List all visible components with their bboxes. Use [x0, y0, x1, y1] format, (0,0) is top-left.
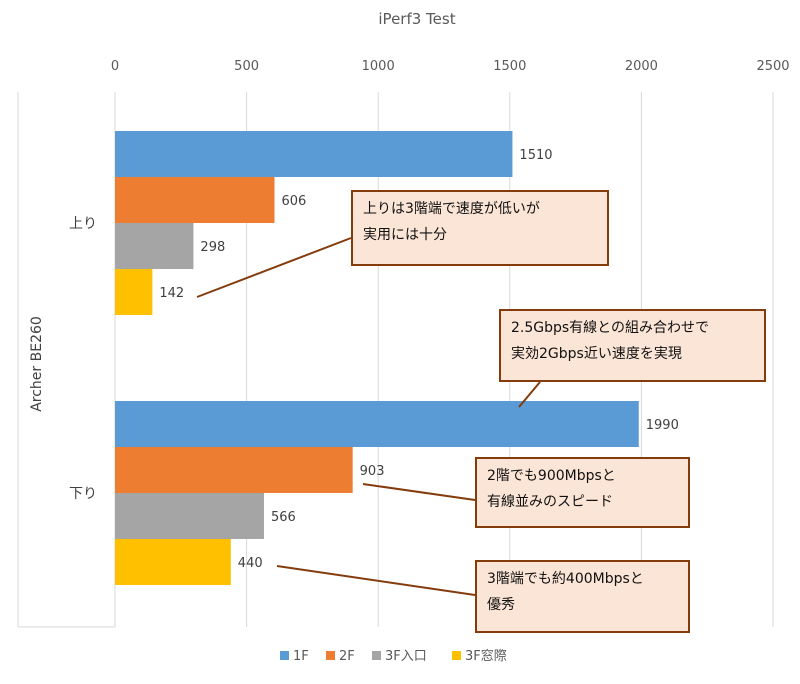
callout-leader-line [276, 565, 476, 596]
legend-label: 3F窓際 [465, 648, 507, 664]
data-label: 1510 [519, 148, 552, 163]
callout-text-line: 2階でも900Mbpsと [487, 468, 616, 484]
bar [115, 131, 513, 177]
leaders-layer [196, 237, 541, 596]
legend-label: 1F [293, 649, 309, 664]
legend-swatch [280, 651, 289, 660]
bar [115, 539, 231, 585]
data-label: 1990 [646, 418, 679, 433]
data-label: 298 [200, 240, 225, 255]
data-label: 606 [281, 194, 306, 209]
bar [115, 177, 275, 223]
legend-swatch [452, 651, 461, 660]
callout-text-line: 優秀 [487, 597, 515, 613]
callout-box: 上りは3階端で速度が低いが 実用には十分 [351, 190, 609, 266]
data-label: 566 [271, 510, 296, 525]
callout-leader-line [362, 483, 476, 501]
callout-text-line: 上りは3階端で速度が低いが [363, 201, 540, 217]
legend-swatch [326, 651, 335, 660]
callout-text-line: 2.5Gbps有線との組み合わせで [511, 320, 710, 336]
data-label: 142 [159, 286, 184, 301]
bars-layer: 上り 1510 606 298 142 下り 1990 903 566 440 [69, 131, 679, 585]
bar [115, 223, 194, 269]
callout-box: 2階でも900Mbpsと 有線並みのスピード [475, 457, 690, 528]
x-tick-label: 0 [111, 59, 119, 74]
callout-text-line: 有線並みのスピード [487, 494, 613, 510]
callout-text-line: 3階端でも約400Mbpsと [487, 571, 644, 587]
callout-leader-line [518, 381, 541, 408]
x-tick-label: 1000 [362, 59, 395, 74]
category-label: 上り [69, 216, 97, 232]
data-label: 440 [238, 556, 263, 571]
callout-leader-line [196, 237, 352, 298]
bar [115, 401, 639, 447]
legend-label: 3F入口 [385, 649, 427, 664]
legend-swatch [372, 651, 381, 660]
callout-box: 2.5Gbps有線との組み合わせで 実効2Gbps近い速度を実現 [499, 309, 766, 382]
callout-text-line: 実用には十分 [363, 227, 447, 243]
bar [115, 493, 264, 539]
callout-box: 3階端でも約400Mbpsと 優秀 [475, 560, 690, 633]
callout-text-line: 実効2Gbps近い速度を実現 [511, 346, 682, 362]
x-tick-label: 1500 [493, 59, 526, 74]
bar [115, 269, 153, 315]
legend-label: 2F [339, 649, 355, 664]
x-tick-label: 500 [234, 59, 259, 74]
chart-title: iPerf3 Test [378, 10, 455, 28]
bar [115, 447, 353, 493]
data-label: 903 [360, 464, 385, 479]
x-tick-label: 2500 [756, 59, 789, 74]
y-axis-label: Archer BE260 [29, 316, 45, 412]
legend: 1F 2F 3F入口 3F窓際 [280, 648, 507, 664]
x-tick-label: 2000 [625, 59, 658, 74]
category-label: 下り [69, 486, 97, 502]
